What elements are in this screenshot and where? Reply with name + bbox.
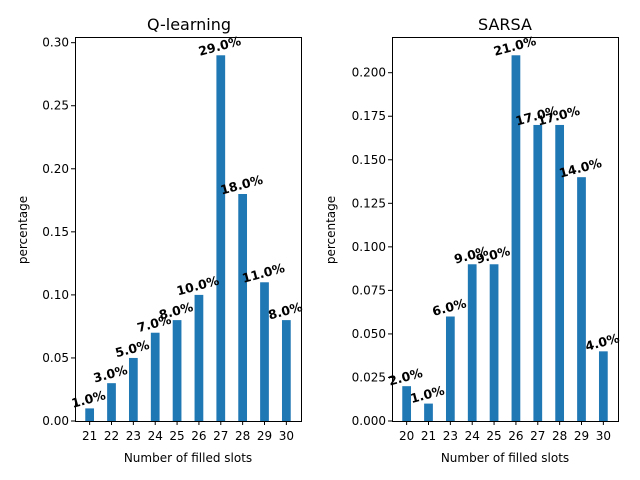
x-tick-label: 30: [279, 429, 294, 443]
y-tick-label: 0.25: [42, 99, 69, 113]
x-tick-label: 25: [486, 429, 501, 443]
bar: [402, 386, 412, 421]
bar: [489, 264, 499, 421]
x-tick-label: 28: [235, 429, 250, 443]
y-tick-label: 0.100: [352, 240, 386, 254]
plot-frame: [75, 37, 302, 422]
x-tick-label: 26: [191, 429, 206, 443]
bar: [194, 294, 204, 421]
x-tick-label: 23: [126, 429, 141, 443]
bar: [424, 403, 433, 421]
bar: [511, 55, 521, 421]
y-axis-label: percentage: [324, 196, 338, 264]
x-tick-label: 28: [552, 429, 567, 443]
x-tick-label: 29: [257, 429, 272, 443]
bar: [85, 408, 95, 421]
chart-title: SARSA: [478, 15, 532, 34]
x-tick-label: 27: [213, 429, 228, 443]
bar: [467, 264, 477, 421]
y-tick-label: 0.15: [42, 225, 69, 239]
bar: [598, 351, 608, 421]
bar: [281, 320, 291, 421]
x-axis-label: Number of filled slots: [441, 451, 569, 465]
bar: [555, 124, 565, 421]
bar: [107, 383, 116, 421]
x-tick-label: 20: [399, 429, 414, 443]
y-tick-label: 0.200: [352, 66, 386, 80]
y-tick-label: 0.150: [352, 153, 386, 167]
bar: [150, 332, 160, 421]
plot-frame: [392, 37, 619, 422]
bar: [172, 320, 182, 421]
chart-title: Q-learning: [147, 15, 231, 34]
x-tick-label: 29: [574, 429, 589, 443]
y-axis-label: percentage: [16, 196, 30, 264]
x-tick-label: 23: [443, 429, 458, 443]
y-tick-label: 0.075: [352, 283, 386, 297]
y-tick-label: 0.05: [42, 351, 69, 365]
bar: [577, 177, 586, 421]
y-tick-label: 0.30: [42, 36, 69, 50]
x-tick-label: 27: [530, 429, 545, 443]
y-tick-label: 0.000: [352, 414, 386, 428]
x-axis-label: Number of filled slots: [124, 451, 252, 465]
bar: [260, 282, 269, 421]
y-tick-label: 0.10: [42, 288, 69, 302]
x-tick-label: 30: [596, 429, 611, 443]
bar: [216, 55, 226, 421]
y-tick-label: 0.20: [42, 162, 69, 176]
x-tick-label: 21: [82, 429, 97, 443]
y-tick-label: 0.125: [352, 196, 386, 210]
bar: [533, 124, 543, 421]
x-tick-label: 26: [508, 429, 523, 443]
bar: [445, 316, 455, 421]
x-tick-label: 24: [465, 429, 480, 443]
x-tick-label: 21: [421, 429, 436, 443]
y-tick-label: 0.050: [352, 327, 386, 341]
x-tick-label: 25: [169, 429, 184, 443]
chart-q-learning: Q-learning 1.0%3.0%5.0%7.0%8.0%10.0%29.0…: [16, 15, 304, 465]
bar: [128, 357, 138, 421]
x-tick-label: 22: [104, 429, 119, 443]
x-tick-label: 24: [148, 429, 163, 443]
y-tick-label: 0.025: [352, 370, 386, 384]
bar: [238, 194, 248, 421]
y-tick-label: 0.175: [352, 109, 386, 123]
y-tick-label: 0.00: [42, 414, 69, 428]
